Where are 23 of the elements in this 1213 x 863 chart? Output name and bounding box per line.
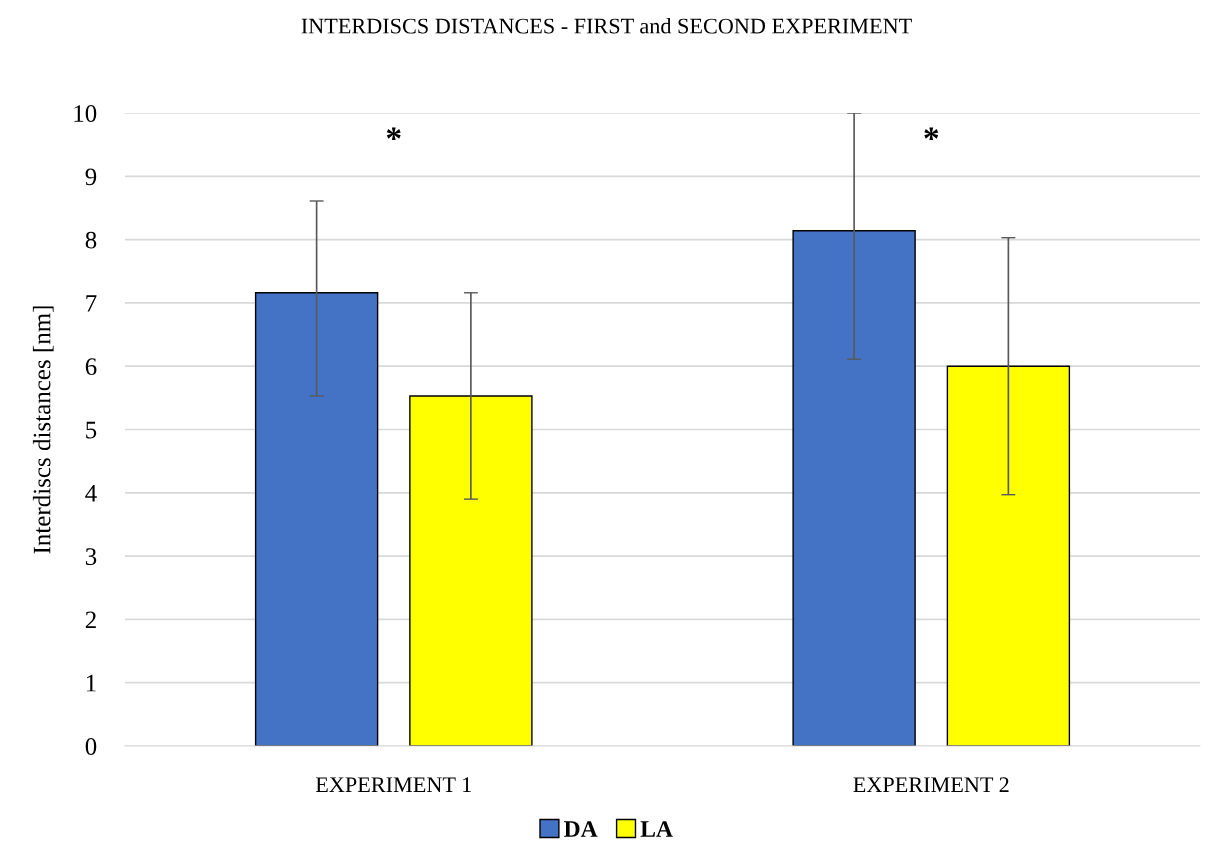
bar — [946, 365, 1071, 746]
y-tick-label: 9 — [85, 168, 97, 186]
legend-label: LA — [640, 821, 673, 837]
y-axis-title: Interdiscs distances [nm] — [32, 306, 54, 554]
y-tick-label: 4 — [85, 485, 97, 502]
x-tick-label: EXPERIMENT 1 — [315, 777, 471, 792]
bar — [254, 292, 379, 746]
y-tick-label: 6 — [85, 358, 97, 376]
y-tick-label: 3 — [85, 548, 97, 566]
y-tick-label: 7 — [86, 295, 97, 312]
bar — [792, 230, 916, 746]
chart-title: INTERDISCS DISTANCES - FIRST and SECOND EXPERIMENT — [301, 17, 912, 34]
x-tick-label: EXPERIMENT 2 — [853, 777, 1009, 792]
bar — [409, 395, 533, 746]
annotation: * — [924, 127, 939, 141]
y-tick-label: 1 — [86, 674, 96, 692]
legend-label: DA — [564, 821, 598, 837]
y-tick-label: 8 — [85, 231, 97, 249]
y-tick-label: 0 — [85, 738, 97, 755]
y-tick-label: 10 — [74, 105, 97, 122]
annotation: * — [386, 127, 401, 141]
y-tick-label: 2 — [85, 611, 96, 629]
y-tick-label: 5 — [86, 421, 97, 439]
